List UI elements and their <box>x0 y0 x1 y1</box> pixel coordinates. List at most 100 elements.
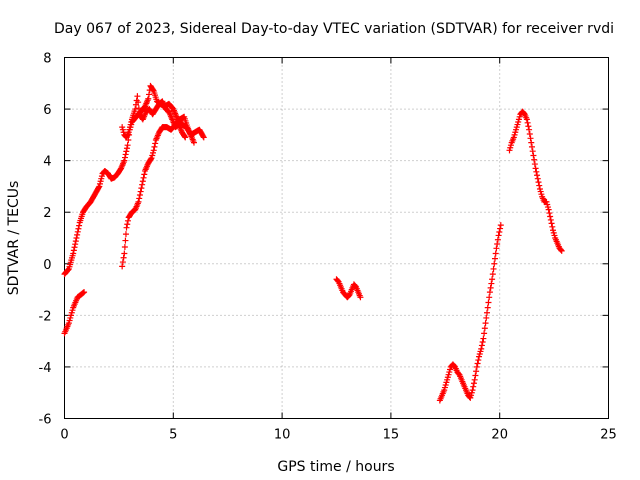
data-point <box>485 299 492 306</box>
data-point <box>190 139 197 146</box>
data-point <box>472 372 479 379</box>
data-point <box>145 95 152 102</box>
data-point <box>491 255 498 262</box>
y-tick-label: 6 <box>43 103 51 118</box>
data-point <box>469 387 476 394</box>
data-point <box>124 142 131 149</box>
data-point <box>136 192 143 199</box>
data-point <box>494 236 501 243</box>
data-point <box>150 147 157 154</box>
data-point <box>531 156 538 163</box>
data-point <box>123 145 130 152</box>
chart-title: Day 067 of 2023, Sidereal Day-to-day VTE… <box>54 21 614 37</box>
data-point <box>138 185 145 192</box>
data-point <box>124 217 131 224</box>
data-point <box>497 225 504 232</box>
data-point <box>135 198 142 205</box>
data-point <box>480 335 487 342</box>
y-tick-label: 4 <box>43 155 51 170</box>
axis-ticks: 0 5 10 15 20 25 -6 -4 -2 0 2 4 6 8 <box>39 52 617 443</box>
data-point <box>470 380 477 387</box>
data-point <box>489 276 496 283</box>
data-point <box>484 304 491 311</box>
data-point <box>140 174 147 181</box>
data-point <box>121 250 128 257</box>
data-point <box>523 116 530 123</box>
grid-lines <box>64 57 609 419</box>
data-point <box>141 171 148 178</box>
y-tick-label: 2 <box>43 206 51 221</box>
data-point <box>65 266 72 273</box>
y-tick-label: 8 <box>43 52 51 67</box>
data-point <box>473 363 480 370</box>
data-point <box>534 175 541 182</box>
data-point <box>534 172 541 179</box>
data-point <box>122 151 129 158</box>
data-point <box>74 228 81 235</box>
data-point <box>120 254 127 261</box>
data-point <box>135 105 142 112</box>
data-point <box>119 263 126 270</box>
x-tick-label: 0 <box>60 428 68 443</box>
data-point <box>122 231 129 238</box>
data-point <box>132 106 139 113</box>
data-point <box>548 220 555 227</box>
data-point <box>200 134 207 141</box>
data-point <box>81 289 88 296</box>
data-point <box>70 250 77 257</box>
x-tick-label: 5 <box>169 428 177 443</box>
data-point <box>123 224 130 231</box>
data-point <box>557 247 564 254</box>
series-pass-4 <box>119 113 197 270</box>
data-point <box>488 280 495 287</box>
y-tick-label: -2 <box>39 309 52 324</box>
data-point <box>491 260 498 267</box>
data-point <box>122 237 129 244</box>
data-series <box>61 82 565 404</box>
data-point <box>524 119 531 126</box>
data-point <box>473 368 480 375</box>
data-point <box>474 360 481 367</box>
data-point <box>493 245 500 252</box>
data-point <box>75 225 82 232</box>
data-point <box>495 232 502 239</box>
data-point <box>124 221 131 228</box>
data-point <box>73 235 80 241</box>
x-tick-label: 20 <box>491 428 508 443</box>
data-point <box>533 168 540 175</box>
data-point <box>150 86 157 93</box>
data-point <box>496 228 503 235</box>
data-point <box>546 210 553 217</box>
data-point <box>121 154 128 161</box>
data-point <box>182 134 189 141</box>
data-point <box>487 284 494 291</box>
series-pass-5 <box>333 276 364 301</box>
plot-frame <box>64 57 609 419</box>
data-point <box>123 148 130 155</box>
data-point <box>470 383 477 390</box>
x-tick-label: 10 <box>274 428 291 443</box>
data-point <box>76 222 83 229</box>
y-tick-label: -4 <box>39 361 52 376</box>
data-point <box>135 99 142 106</box>
data-point <box>484 309 491 316</box>
data-point <box>535 179 542 186</box>
data-point <box>71 244 78 251</box>
data-point <box>139 181 146 188</box>
data-point <box>471 376 478 383</box>
data-point <box>478 345 485 352</box>
x-tick-label: 25 <box>600 428 617 443</box>
data-point <box>489 271 496 278</box>
data-point <box>152 140 159 147</box>
series-pass-2 <box>61 289 88 337</box>
data-point <box>547 213 554 220</box>
data-point <box>481 330 488 337</box>
data-point <box>134 93 141 100</box>
data-point <box>525 123 532 130</box>
data-point <box>492 250 499 257</box>
data-point <box>137 188 144 195</box>
data-point <box>121 244 128 251</box>
data-point <box>479 339 486 346</box>
data-point <box>357 294 364 301</box>
